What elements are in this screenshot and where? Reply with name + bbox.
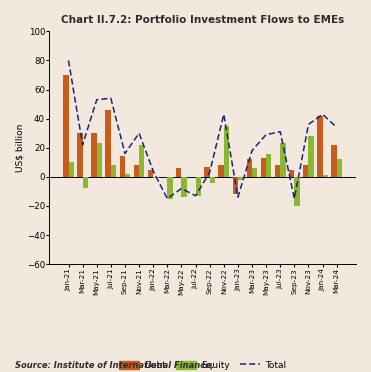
Line: Total: Total: [69, 60, 337, 199]
Bar: [134, 165, 139, 177]
Bar: [238, 177, 243, 180]
Bar: [97, 143, 102, 177]
Total: [151, 169, 155, 173]
Total: [292, 196, 296, 201]
Total: [335, 125, 339, 129]
Y-axis label: US$ billion: US$ billion: [15, 124, 24, 172]
Title: Chart II.7.2: Portfolio Investment Flows to EMEs: Chart II.7.2: Portfolio Investment Flows…: [61, 15, 344, 25]
Bar: [148, 170, 153, 177]
Bar: [91, 133, 97, 177]
Bar: [266, 154, 272, 177]
Bar: [153, 177, 158, 178]
Total: [66, 58, 71, 62]
Bar: [204, 167, 210, 177]
Bar: [337, 159, 342, 177]
Bar: [294, 177, 300, 206]
Bar: [219, 165, 224, 177]
Bar: [83, 177, 88, 189]
Bar: [308, 136, 314, 177]
Bar: [303, 165, 308, 177]
Bar: [224, 126, 229, 177]
Bar: [322, 175, 328, 177]
Total: [320, 112, 325, 116]
Bar: [289, 170, 294, 177]
Bar: [139, 145, 144, 177]
Total: [137, 131, 141, 135]
Total: [278, 129, 282, 134]
Bar: [77, 133, 83, 177]
Bar: [280, 143, 286, 177]
Bar: [275, 165, 280, 177]
Bar: [167, 177, 173, 199]
Bar: [261, 158, 266, 177]
Bar: [210, 177, 215, 183]
Bar: [252, 168, 257, 177]
Bar: [105, 110, 111, 177]
Total: [207, 170, 212, 175]
Bar: [181, 177, 187, 197]
Total: [179, 186, 184, 191]
Bar: [317, 116, 322, 177]
Bar: [196, 177, 201, 196]
Total: [250, 148, 254, 153]
Total: [81, 142, 85, 147]
Total: [95, 97, 99, 102]
Total: [221, 112, 226, 116]
Total: [264, 132, 268, 137]
Total: [109, 96, 113, 100]
Bar: [331, 145, 337, 177]
Bar: [125, 174, 130, 177]
Total: [306, 122, 311, 127]
Total: [236, 195, 240, 199]
Legend: Debt, Equity, Total: Debt, Equity, Total: [116, 357, 289, 372]
Total: [123, 151, 127, 156]
Total: [193, 193, 198, 198]
Bar: [176, 168, 181, 177]
Total: [165, 196, 170, 201]
Bar: [233, 177, 238, 194]
Text: Source: Institute of International Finance.: Source: Institute of International Finan…: [15, 361, 214, 370]
Bar: [69, 162, 74, 177]
Bar: [247, 159, 252, 177]
Bar: [111, 165, 116, 177]
Bar: [63, 75, 69, 177]
Bar: [119, 157, 125, 177]
